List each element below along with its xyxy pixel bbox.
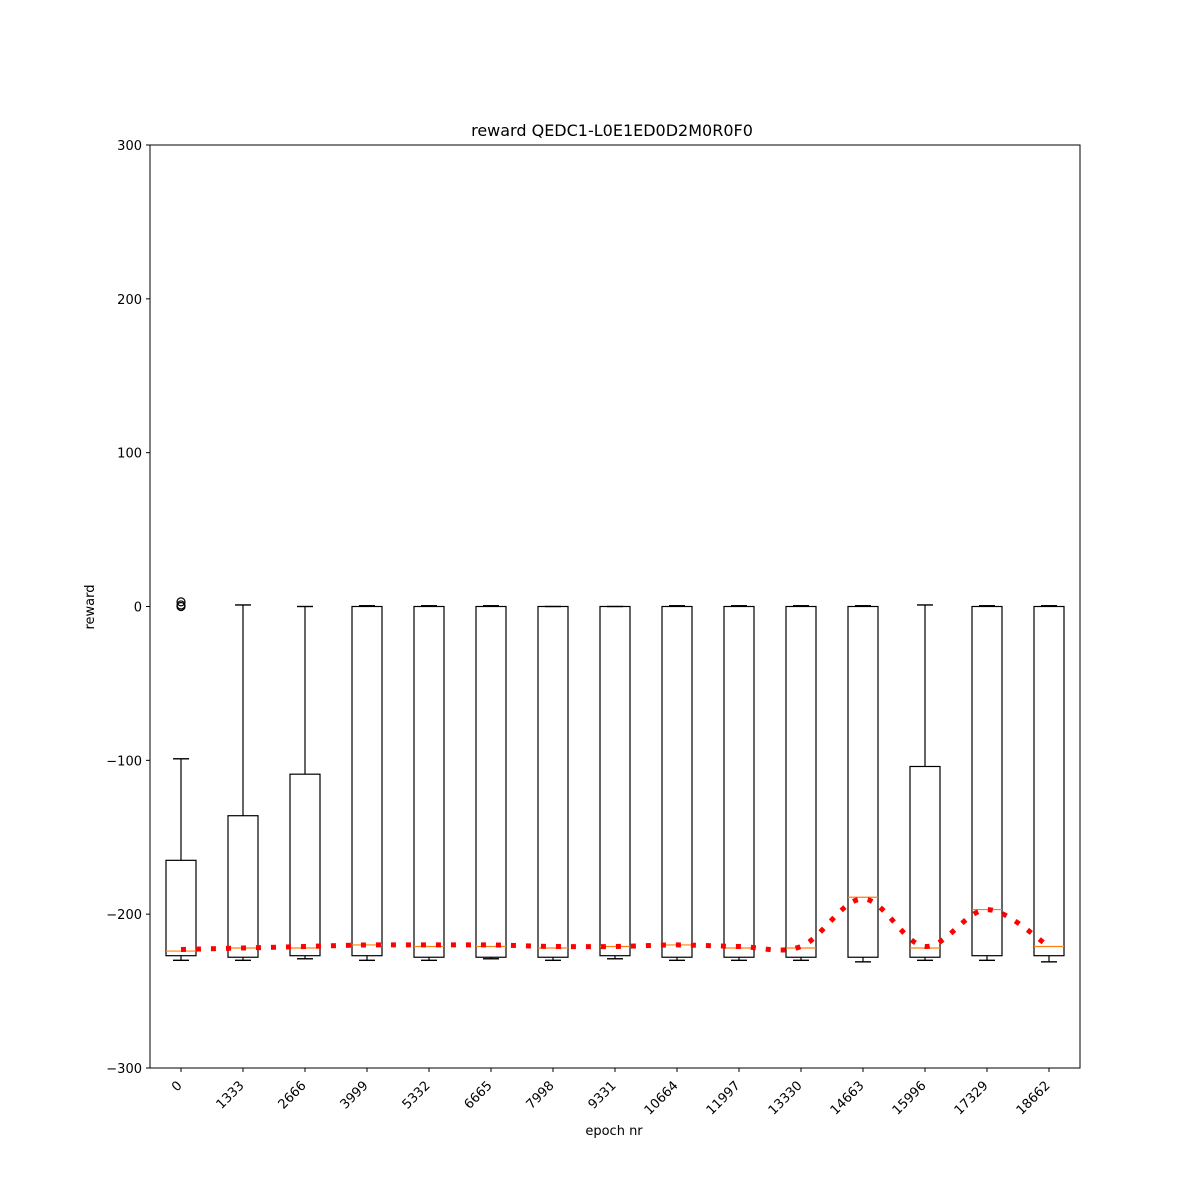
box-group bbox=[289, 605, 321, 960]
box-group bbox=[785, 605, 817, 962]
x-tick-label: 15996 bbox=[890, 1078, 930, 1118]
box-group bbox=[165, 597, 197, 962]
box bbox=[909, 765, 941, 958]
box bbox=[537, 605, 569, 958]
box bbox=[661, 605, 693, 958]
box bbox=[723, 605, 755, 958]
y-tick-label: 200 bbox=[117, 293, 142, 308]
y-tick-label: −300 bbox=[106, 1062, 142, 1077]
y-axis-label: reward bbox=[83, 584, 98, 629]
x-tick-label: 6665 bbox=[462, 1078, 496, 1112]
y-axis: 300 200 100 0 −100 −200 −300 bbox=[106, 139, 150, 1077]
box bbox=[413, 605, 445, 958]
outlier-point bbox=[176, 600, 186, 610]
box-group bbox=[537, 605, 569, 962]
box bbox=[599, 605, 631, 957]
x-axis-label: epoch nr bbox=[585, 1124, 643, 1139]
x-tick-label: 10664 bbox=[642, 1078, 682, 1118]
box bbox=[785, 605, 817, 958]
box-group bbox=[599, 605, 631, 960]
box-group bbox=[909, 604, 941, 962]
y-tick-label: 0 bbox=[134, 601, 142, 616]
box bbox=[475, 605, 507, 958]
x-tick-label: 0 bbox=[169, 1078, 185, 1094]
x-axis: 0 1333 2666 3999 5332 6665 7998 9331 10664 11997 1… bbox=[169, 1068, 1054, 1118]
box bbox=[165, 859, 197, 957]
box bbox=[971, 605, 1003, 957]
y-tick-label: −100 bbox=[106, 754, 142, 769]
x-tick-label: 2666 bbox=[276, 1078, 310, 1112]
plot-area bbox=[149, 144, 1081, 1069]
box-group bbox=[723, 605, 755, 962]
trend-line bbox=[180, 896, 1051, 953]
x-tick-label: 14663 bbox=[828, 1078, 868, 1118]
box-group bbox=[1033, 605, 1065, 963]
x-tick-label: 9331 bbox=[586, 1078, 620, 1112]
outlier-point bbox=[176, 597, 186, 607]
box-group bbox=[971, 605, 1003, 962]
box-group bbox=[351, 605, 383, 962]
chart-title: reward QEDC1-L0E1ED0D2M0R0F0 bbox=[471, 121, 753, 140]
x-tick-label: 13330 bbox=[766, 1078, 806, 1118]
x-tick-label: 18662 bbox=[1014, 1078, 1054, 1118]
x-tick-label: 17329 bbox=[952, 1078, 992, 1118]
box bbox=[227, 815, 259, 958]
box-group bbox=[847, 605, 879, 963]
box bbox=[1033, 605, 1065, 957]
x-tick-label: 7998 bbox=[524, 1078, 558, 1112]
box bbox=[351, 605, 383, 957]
y-tick-label: −200 bbox=[106, 908, 142, 923]
box-group bbox=[475, 605, 507, 960]
y-tick-label: 300 bbox=[117, 139, 142, 154]
box bbox=[289, 773, 321, 957]
x-tick-label: 11997 bbox=[704, 1078, 744, 1118]
y-tick-label: 100 bbox=[117, 447, 142, 462]
x-tick-label: 3999 bbox=[338, 1078, 372, 1112]
box-group bbox=[227, 604, 259, 962]
x-tick-label: 1333 bbox=[214, 1078, 248, 1112]
box-group bbox=[413, 605, 445, 962]
box bbox=[847, 605, 879, 958]
box-group bbox=[661, 605, 693, 962]
x-tick-label: 5332 bbox=[400, 1078, 434, 1112]
